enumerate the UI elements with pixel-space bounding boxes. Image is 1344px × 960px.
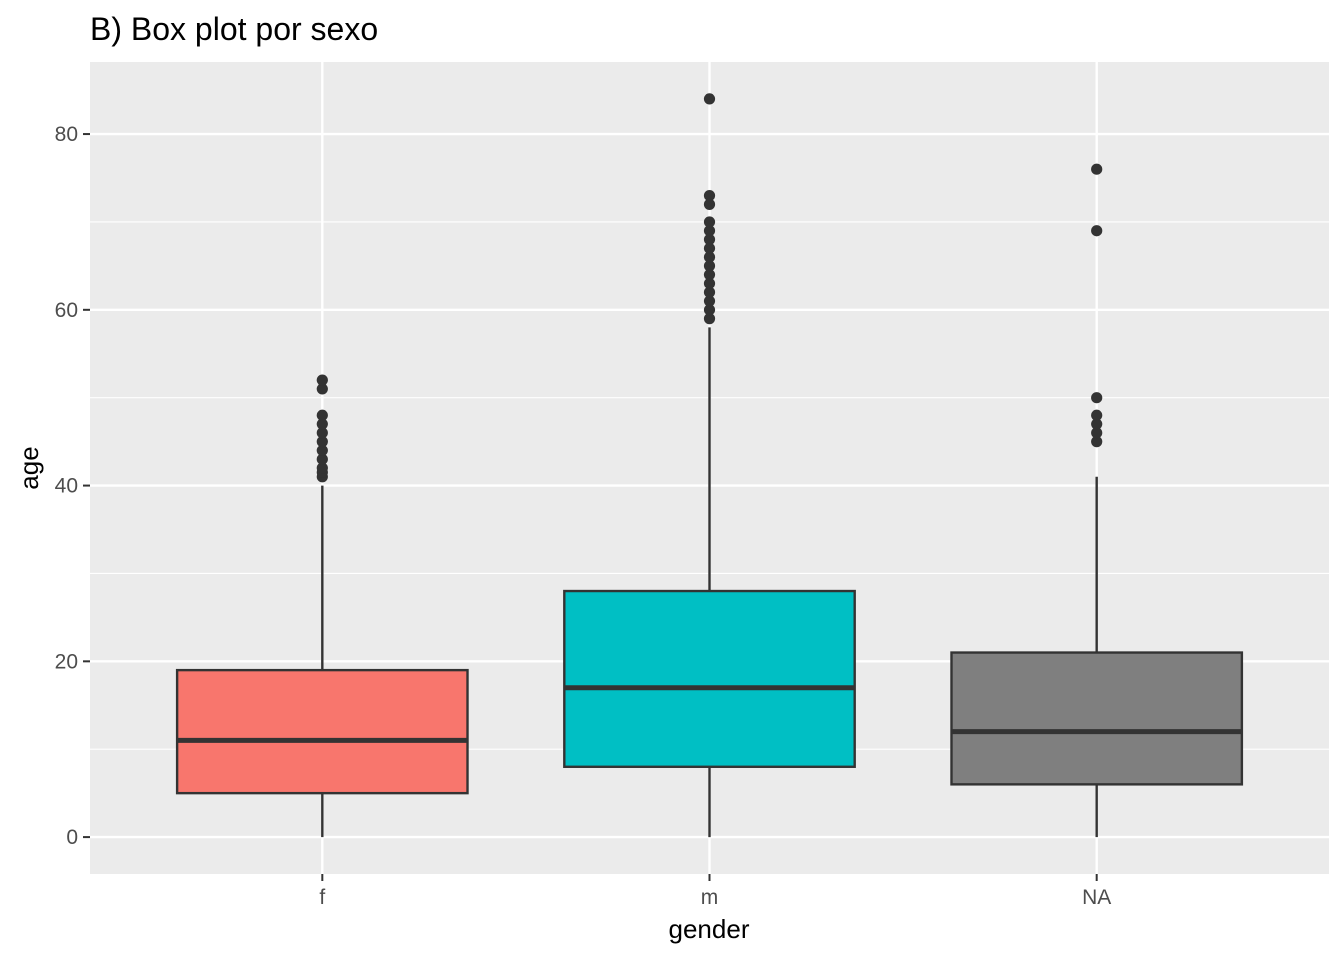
- outlier-point: [1091, 427, 1103, 439]
- outlier-point: [316, 462, 328, 474]
- outlier-point: [316, 453, 328, 465]
- outlier-point: [316, 409, 328, 421]
- outlier-point: [703, 304, 716, 316]
- outlier-point: [1091, 163, 1103, 175]
- outlier-point: [316, 436, 328, 448]
- box-iqr: [950, 651, 1244, 786]
- y-tick-label: 40: [55, 475, 78, 498]
- box-f: [175, 374, 469, 838]
- y-tick-label: 60: [55, 299, 78, 322]
- y-axis-title: age: [14, 446, 44, 489]
- outlier-point: [316, 383, 328, 395]
- box-m: [563, 93, 856, 838]
- outlier-point: [316, 374, 328, 386]
- x-tick-label: f: [319, 886, 325, 909]
- y-axis: 0 20 40 60 80: [55, 123, 90, 849]
- box-iqr: [175, 668, 469, 795]
- outlier-point: [703, 260, 716, 272]
- outlier-point: [703, 286, 716, 298]
- box-iqr: [563, 589, 856, 768]
- outlier-point: [703, 251, 716, 263]
- x-tick-label: NA: [1082, 886, 1111, 909]
- outlier-point: [1091, 409, 1103, 421]
- boxes-layer: [175, 93, 1244, 838]
- outlier-point: [703, 242, 716, 254]
- outlier-point: [703, 198, 716, 210]
- x-axis: f m NA: [319, 874, 1111, 909]
- outlier-point: [1091, 392, 1103, 404]
- outlier-point: [703, 295, 716, 307]
- outlier-point: [703, 93, 716, 105]
- outlier-point: [703, 233, 716, 246]
- box-na: [950, 163, 1244, 838]
- x-axis-title: gender: [669, 914, 750, 944]
- y-tick-label: 0: [66, 826, 78, 849]
- x-tick-label: m: [701, 886, 719, 909]
- outlier-point: [316, 427, 328, 439]
- y-tick-label: 20: [55, 650, 78, 673]
- outlier-point: [703, 277, 716, 290]
- outlier-point: [1091, 418, 1103, 430]
- outlier-point: [316, 418, 328, 430]
- outlier-point: [703, 216, 716, 228]
- outlier-point: [1091, 436, 1103, 448]
- outlier-point: [703, 269, 716, 281]
- y-tick-label: 80: [55, 123, 78, 146]
- chart-title: B) Box plot por sexo: [90, 11, 378, 47]
- outlier-point: [703, 225, 716, 237]
- outlier-point: [316, 444, 328, 457]
- outlier-point: [1091, 225, 1103, 237]
- outlier-point: [703, 313, 716, 325]
- outlier-point: [703, 189, 716, 202]
